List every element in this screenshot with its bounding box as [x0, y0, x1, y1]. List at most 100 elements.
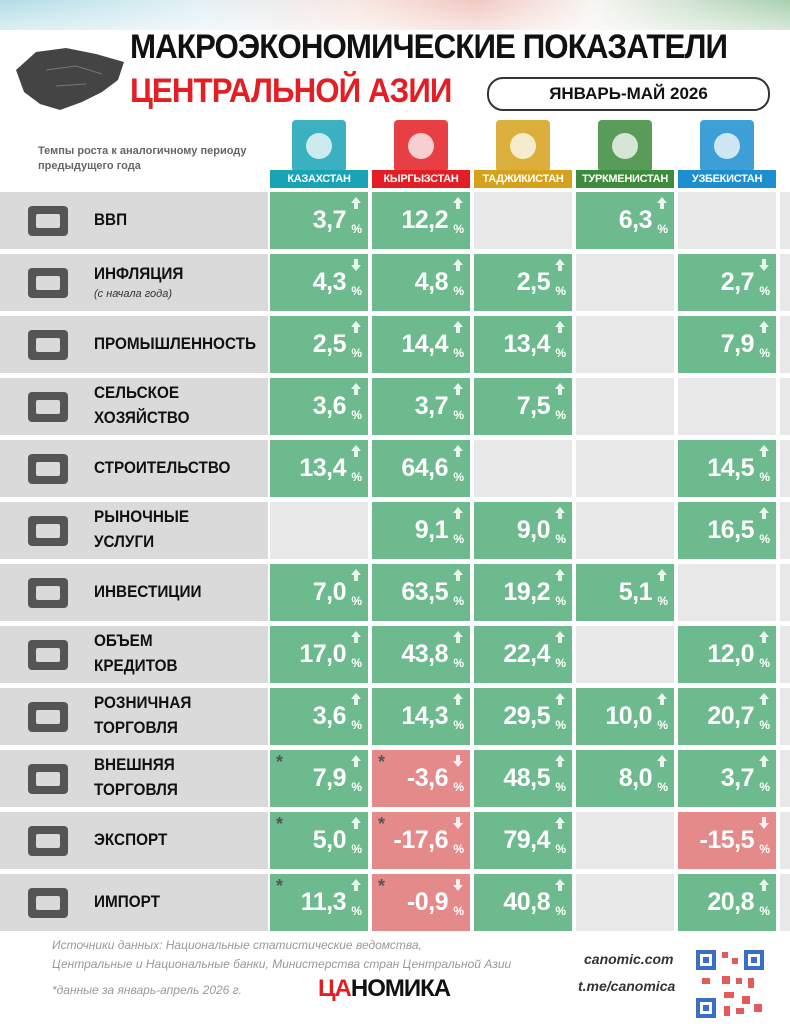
- cell: [576, 874, 674, 931]
- table-row: ЭКСПОРТ 5,0% * -17,6% * 79,4% -15,5%: [0, 812, 790, 869]
- icon: [351, 817, 361, 829]
- cell-unit: %: [759, 780, 770, 794]
- cell-unit: %: [351, 656, 362, 670]
- cell-unit: %: [657, 222, 668, 236]
- row-label: ВВП: [0, 192, 268, 249]
- row-end: [780, 750, 790, 807]
- subtitle: ЦЕНТРАЛЬНОЙ АЗИИ: [130, 72, 452, 110]
- cell: [576, 502, 674, 559]
- cell-value: 20,8: [707, 888, 754, 916]
- shape: [759, 755, 769, 767]
- cell-unit: %: [351, 346, 362, 360]
- cell: [678, 564, 776, 621]
- logo: ЦАНОМИКА: [318, 975, 451, 1003]
- row-title: ВВП: [94, 210, 128, 229]
- icon: [657, 197, 667, 209]
- shape: [453, 569, 463, 581]
- cell: 3,6%: [270, 688, 368, 745]
- cell-unit: %: [351, 284, 362, 298]
- shape: [453, 445, 463, 457]
- icon: [657, 569, 667, 581]
- row-label: РОЗНИЧНАЯ ТОРГОВЛЯ: [0, 688, 268, 745]
- cell-value: 64,6: [401, 454, 448, 482]
- table-row: ИНВЕСТИЦИИ 7,0% 63,5% 19,2% 5,1%: [0, 564, 790, 621]
- shape: [453, 507, 463, 519]
- cell-unit: %: [453, 904, 464, 918]
- cell: 16,5%: [678, 502, 776, 559]
- shape: [36, 400, 60, 414]
- shape: [555, 817, 565, 829]
- shape: [453, 693, 463, 705]
- source-line: Источники данных: Национальные статистич…: [52, 938, 422, 952]
- icon: [612, 133, 638, 159]
- cell: 7,5%: [474, 378, 572, 435]
- period-badge: ЯНВАРЬ-МАЙ 2026: [487, 77, 770, 111]
- icon: [28, 268, 68, 298]
- country-name: КЫРГЫЗСТАН: [372, 170, 470, 188]
- cell-value: -0,9: [406, 888, 449, 916]
- row-end: [780, 874, 790, 931]
- cell-unit: %: [555, 594, 566, 608]
- cell: [576, 378, 674, 435]
- cell-unit: %: [453, 532, 464, 546]
- row-label: ОБЪЕМ КРЕДИТОВ: [0, 626, 268, 683]
- row-label: ИМПОРТ: [0, 874, 268, 931]
- row-sublabel: (с начала года): [94, 288, 172, 300]
- icon: [28, 826, 68, 856]
- cell-value: 12,0: [707, 640, 754, 668]
- cell-unit: %: [657, 718, 668, 732]
- cell-unit: %: [759, 718, 770, 732]
- title: МАКРОЭКОНОМИЧЕСКИЕ ПОКАЗАТЕЛИ: [130, 28, 728, 66]
- cell: -3,6% *: [372, 750, 470, 807]
- row-label: ВНЕШНЯЯ ТОРГОВЛЯ: [0, 750, 268, 807]
- cell-value: 11,3: [300, 888, 347, 916]
- icon: [555, 631, 565, 643]
- shape: [453, 321, 463, 333]
- cell: 3,7%: [270, 192, 368, 249]
- table-row: ИМПОРТ 11,3% * -0,9% * 40,8% 20,8%: [0, 874, 790, 931]
- cell-value: 7,9: [312, 764, 347, 792]
- row-label: ИНФЛЯЦИЯ (с начала года): [0, 254, 268, 311]
- cell: 48,5%: [474, 750, 572, 807]
- cell-unit: %: [453, 718, 464, 732]
- cell: 4,8%: [372, 254, 470, 311]
- cell-value: 5,1: [618, 578, 653, 606]
- icon: [453, 507, 463, 519]
- map-icon: [16, 48, 124, 110]
- shape: [759, 817, 769, 829]
- qr-code: [694, 948, 766, 1020]
- flag: [292, 120, 346, 172]
- shape: [555, 879, 565, 891]
- site-link[interactable]: canomic.com: [584, 951, 674, 967]
- cell-unit: %: [351, 594, 362, 608]
- cell: 19,2%: [474, 564, 572, 621]
- table-row: ПРОМЫШЛЕННОСТЬ 2,5% 14,4% 13,4% 7,9%: [0, 316, 790, 373]
- icon: [555, 507, 565, 519]
- cell-unit: %: [453, 656, 464, 670]
- column-header: ТАДЖИКИСТАН: [474, 118, 572, 188]
- icon: [453, 259, 463, 271]
- shape: [555, 383, 565, 395]
- cell: 7,9% *: [270, 750, 368, 807]
- shape: [759, 507, 769, 519]
- cell-value: 22,4: [503, 640, 550, 668]
- cell-value: 10,0: [605, 702, 652, 730]
- column-header: КЫРГЫЗСТАН: [372, 118, 470, 188]
- shape: [759, 259, 769, 271]
- cell: 3,7%: [372, 378, 470, 435]
- shape: [453, 259, 463, 271]
- shape: [36, 586, 60, 600]
- footnote: *данные за январь-апрель 2026 г.: [52, 983, 242, 997]
- cell: 63,5%: [372, 564, 470, 621]
- cell-unit: %: [555, 780, 566, 794]
- shape: [453, 197, 463, 209]
- icon: [28, 578, 68, 608]
- cell-value: 3,7: [312, 206, 347, 234]
- telegram-link[interactable]: t.me/canomica: [578, 978, 676, 994]
- icon: [351, 569, 361, 581]
- cell-unit: %: [453, 842, 464, 856]
- icon: [453, 445, 463, 457]
- cell: [576, 626, 674, 683]
- shape: [36, 772, 60, 786]
- shape: [36, 648, 60, 662]
